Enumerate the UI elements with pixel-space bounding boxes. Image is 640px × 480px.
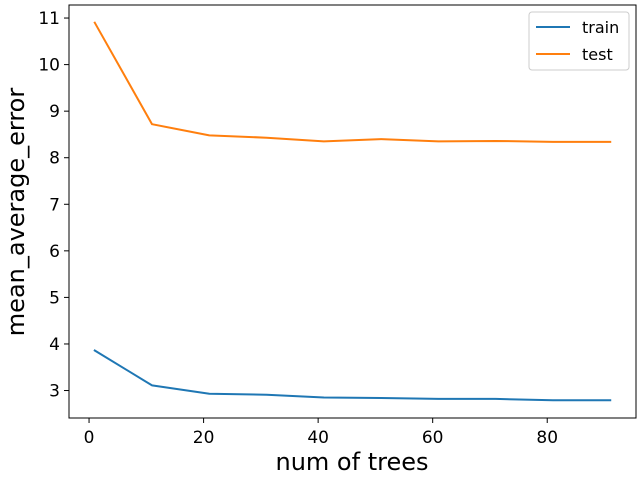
y-tick-label: 8 [49, 149, 60, 169]
series-line-train [93, 349, 612, 402]
x-axis-ticks: 0 20 40 60 80 [84, 418, 558, 448]
x-tick-label: 40 [307, 428, 329, 448]
y-tick-label: 10 [38, 56, 60, 76]
legend-items: train test [536, 18, 619, 64]
x-tick-label: 20 [193, 428, 215, 448]
y-tick-label: 9 [49, 102, 60, 122]
x-axis-title: num of trees [276, 448, 429, 476]
series-line-test [93, 21, 612, 143]
plot-frame [68, 4, 637, 419]
x-tick-label: 60 [422, 428, 444, 448]
y-tick-label: 3 [49, 382, 60, 402]
legend-label-test: test [582, 45, 613, 64]
y-tick-label: 5 [49, 288, 60, 308]
y-tick-label: 11 [38, 9, 60, 29]
x-tick-label: 80 [536, 428, 558, 448]
x-tick-label: 0 [84, 428, 95, 448]
y-tick-label: 4 [49, 335, 60, 355]
y-tick-label: 6 [49, 242, 60, 262]
y-axis-title: mean_average_error [2, 88, 30, 337]
legend: train test [528, 11, 630, 71]
plot-area [69, 5, 636, 418]
series-layer [93, 21, 612, 402]
y-tick-label: 7 [49, 195, 60, 215]
legend-label-train: train [582, 18, 619, 37]
y-axis-ticks: 3 4 5 6 7 8 9 10 11 [38, 9, 69, 402]
